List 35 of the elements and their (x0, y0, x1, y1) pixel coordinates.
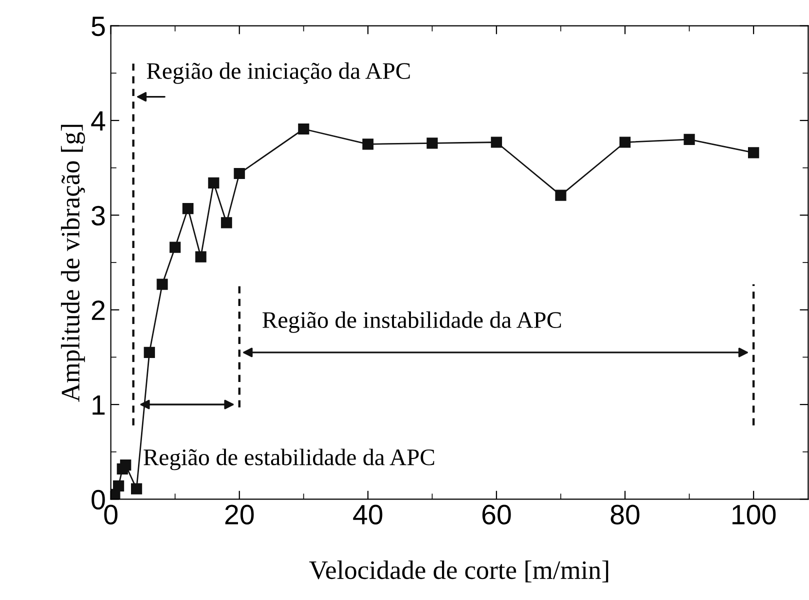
point (234, 168, 245, 180)
point (195, 251, 206, 262)
y-tick-label: 3 (92, 206, 105, 226)
point (684, 134, 695, 145)
point (490, 136, 502, 148)
x-axis-title: Velocidade de corte [m/min] (309, 560, 608, 582)
y-axis-title: Amplitude de vibração [g] (60, 124, 85, 402)
point (130, 483, 142, 494)
point (120, 460, 132, 471)
point (208, 177, 220, 189)
x-tick-label: 100 (732, 504, 776, 524)
x-tick-label: 20 (225, 504, 254, 524)
x-tick-label: 40 (353, 504, 382, 524)
point (362, 138, 374, 150)
y-tick-label: 2 (92, 300, 105, 320)
point (220, 217, 232, 228)
point (156, 278, 168, 290)
point (426, 138, 438, 149)
x-tick-label: 80 (610, 504, 640, 524)
annotation: Região de estabilidade da APC (144, 448, 434, 470)
point (619, 136, 631, 148)
point (298, 123, 310, 135)
y-tick-label: 1 (92, 395, 105, 415)
point (748, 147, 760, 158)
annotation: Região de instabilidade da APC (262, 311, 561, 333)
point (182, 202, 194, 214)
point (112, 480, 124, 492)
annotation: Região de iniciação da APC (146, 62, 410, 84)
y-tick-label: 0 (92, 490, 105, 510)
y-tick-label: 5 (92, 16, 105, 36)
y-tick-label: 4 (91, 111, 106, 131)
point (555, 190, 566, 201)
x-tick-label: 60 (482, 504, 511, 524)
point (170, 242, 181, 253)
point (144, 346, 155, 358)
